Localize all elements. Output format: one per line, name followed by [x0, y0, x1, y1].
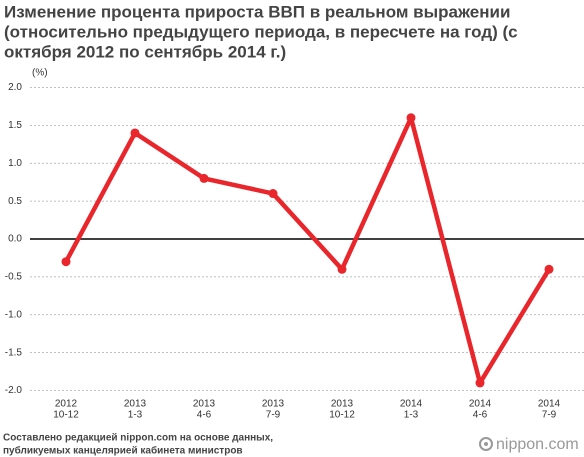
source: Составлено редакцией nippon.com на основ…: [3, 433, 273, 444]
chart-title: Изменение процента прироста ВВП в реальн…: [4, 2, 510, 21]
y-tick-label: 1.0: [8, 158, 22, 169]
data-point: [337, 264, 347, 274]
y-tick-label: 2.0: [8, 82, 22, 93]
data-point: [199, 173, 209, 183]
data-point: [268, 189, 278, 199]
x-tick-label: 10-12: [53, 410, 79, 421]
chart-title: (относительно предыдущего периода, в пер…: [4, 22, 518, 41]
x-tick-label: 4-6: [473, 410, 488, 421]
y-tick-label: -1.0: [5, 309, 23, 320]
x-tick-label: 2014: [538, 399, 561, 410]
data-point: [130, 128, 140, 138]
logo: nippon.com: [496, 436, 579, 453]
source: публикуемых канцелярией кабинета министр…: [3, 445, 243, 457]
x-tick-label: 10-12: [329, 410, 355, 421]
x-tick-label: 2013: [331, 399, 354, 410]
data-point: [475, 378, 485, 388]
x-tick-label: 1-3: [128, 410, 143, 421]
y-tick-label: 1.5: [8, 120, 22, 131]
x-tick-label: 2014: [469, 399, 492, 410]
y-tick-label: -2.0: [5, 385, 23, 396]
x-tick-label: 2014: [400, 399, 423, 410]
data-line: [64, 115, 551, 386]
y-unit: (%): [32, 68, 48, 79]
data-point: [61, 257, 71, 267]
logo-icon: [479, 437, 493, 451]
x-tick-label: 2013: [193, 399, 216, 410]
x-tick-label: 7-9: [542, 410, 557, 421]
data-point: [406, 113, 416, 123]
y-tick-label: 0.5: [8, 196, 22, 207]
x-tick-label: 2013: [262, 399, 285, 410]
x-tick-label: 4-6: [197, 410, 212, 421]
x-tick-label: 1-3: [404, 410, 419, 421]
chart-title: октября 2012 по сентябрь 2014 г.): [4, 42, 286, 61]
logo-icon: [484, 442, 488, 446]
x-tick-label: 7-9: [266, 410, 281, 421]
x-tick-label: 2013: [124, 399, 147, 410]
y-tick-label: -0.5: [5, 272, 23, 283]
x-tick-label: 2012: [55, 399, 78, 410]
data-point: [544, 264, 554, 274]
y-tick-label: -1.5: [5, 347, 23, 358]
y-tick-label: 0.0: [8, 234, 22, 245]
